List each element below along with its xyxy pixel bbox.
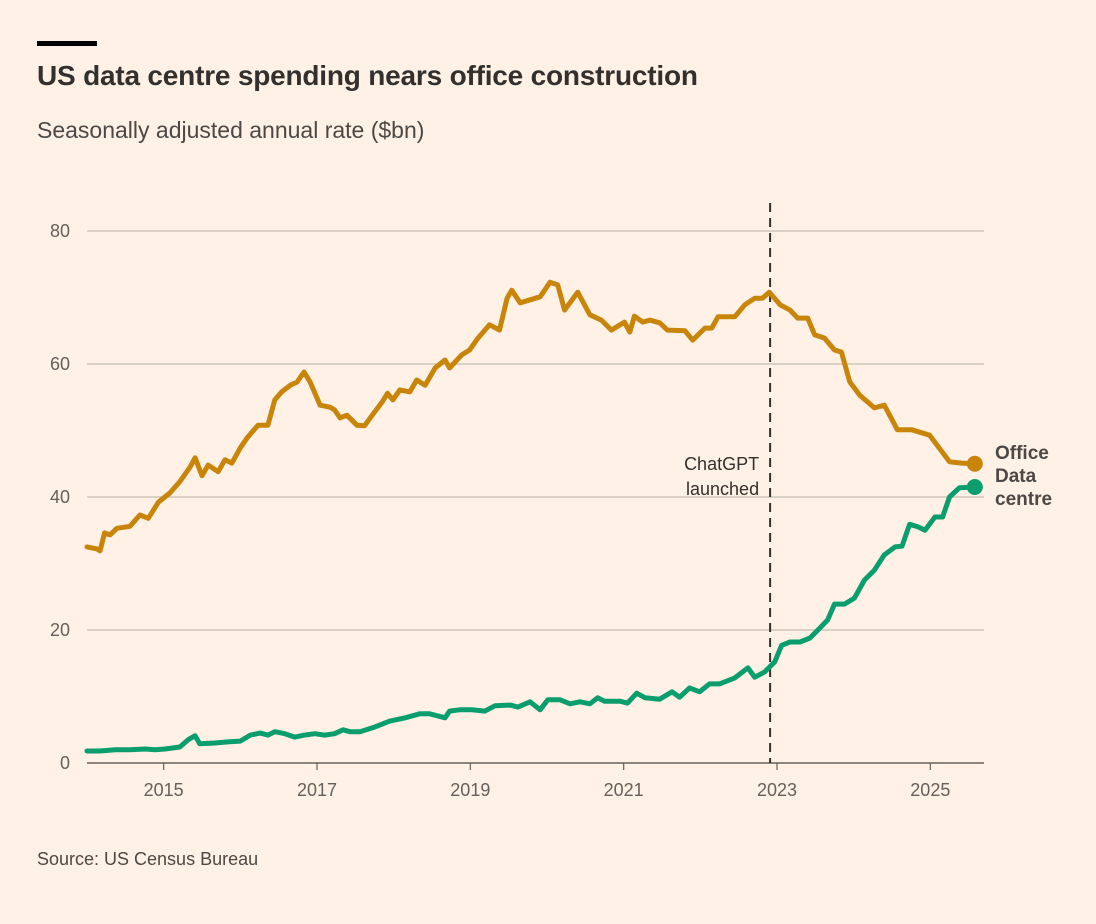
x-tick-label: 2017 xyxy=(297,780,337,800)
series-line-office xyxy=(84,279,978,554)
y-tick-label: 80 xyxy=(50,221,70,241)
y-tick-label: 40 xyxy=(50,487,70,507)
y-tick-label: 0 xyxy=(60,753,70,773)
x-tick-label: 2021 xyxy=(604,780,644,800)
chart-title: US data centre spending nears office con… xyxy=(37,60,698,91)
series-end-dot xyxy=(966,455,983,472)
x-tick-label: 2019 xyxy=(450,780,490,800)
series-label: centre xyxy=(995,489,1052,510)
annotation-label: ChatGPT xyxy=(684,454,759,474)
x-tick-label: 2023 xyxy=(757,780,797,800)
source-note: Source: US Census Bureau xyxy=(37,849,259,869)
series-label: Office xyxy=(995,443,1049,464)
series-label: Data xyxy=(995,466,1037,487)
series-end-dot xyxy=(966,479,983,496)
y-tick-label: 60 xyxy=(50,354,70,374)
chart-subtitle: Seasonally adjusted annual rate ($bn) xyxy=(37,117,425,143)
y-tick-label: 20 xyxy=(50,620,70,640)
annotation-label: launched xyxy=(686,479,759,499)
x-tick-label: 2025 xyxy=(910,780,950,800)
x-tick-label: 2015 xyxy=(144,780,184,800)
header-bar xyxy=(37,41,97,46)
series-line-data-centre xyxy=(84,484,978,754)
